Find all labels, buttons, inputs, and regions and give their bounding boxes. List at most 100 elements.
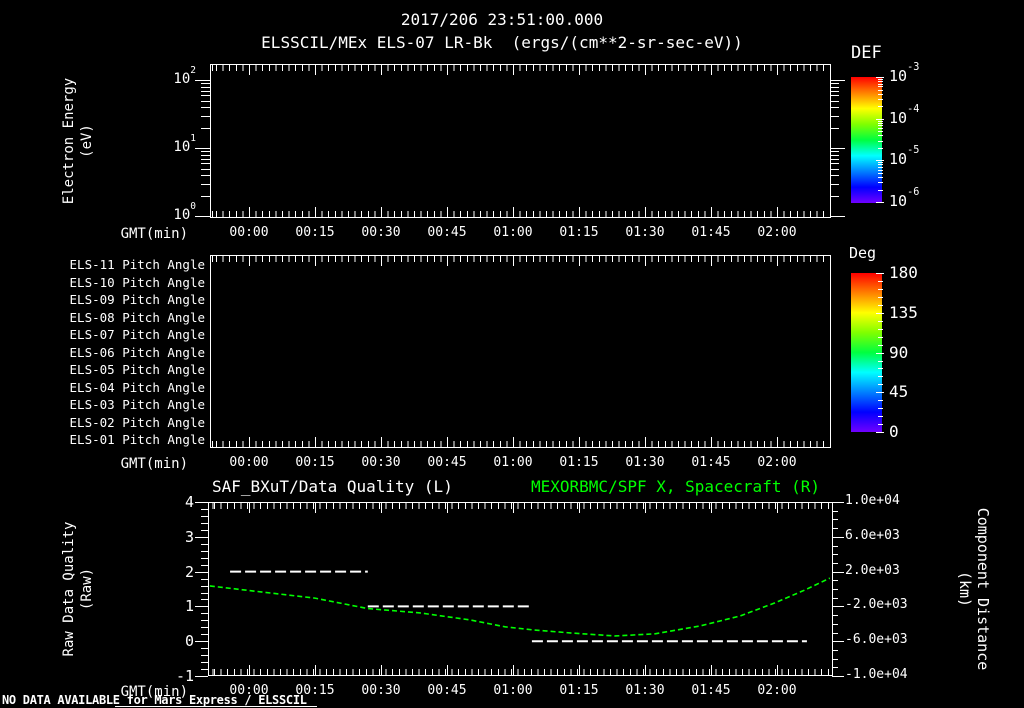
time-tick-label: 00:15 (295, 225, 335, 240)
pitch-row-label: ELS-10 Pitch Angle (69, 274, 205, 290)
axis-tick (579, 665, 580, 675)
axis-tick (830, 80, 845, 81)
deg-colorbar-tick-label: 90 (889, 342, 909, 362)
time-tick-label: 01:30 (625, 683, 665, 698)
def-colorbar-gradient (851, 77, 882, 203)
axis-tick (832, 606, 844, 608)
axis-tick (832, 580, 838, 582)
axis-tick (711, 65, 712, 75)
axis-tick (777, 207, 778, 217)
axis-tick (513, 503, 514, 513)
axis-tick (878, 182, 883, 184)
time-tick-label: 01:15 (559, 455, 599, 470)
axis-tick (201, 95, 210, 97)
axis-tick (830, 86, 839, 88)
axis-tick (878, 376, 883, 378)
pitch-angle-plot-area (210, 255, 831, 448)
axis-tick (830, 175, 839, 177)
axis-tick (832, 510, 838, 512)
axis-tick (832, 589, 838, 590)
quality-ytick-label: 1 (184, 597, 194, 616)
axis-tick (830, 90, 839, 92)
def-colorbar-tick-label-exp: -3 (907, 61, 920, 73)
axis-tick (195, 676, 208, 677)
axis-tick (832, 641, 844, 643)
axis-tick (878, 164, 883, 166)
def-colorbar-tick-label-exp: -5 (907, 145, 920, 157)
deg-colorbar-tick-label: 0 (889, 422, 899, 441)
axis-tick (201, 634, 208, 636)
axis-tick (832, 676, 844, 677)
axis-tick (195, 536, 208, 538)
time-tick-label: 00:30 (361, 683, 401, 698)
axis-tick (645, 665, 646, 675)
axis-tick (832, 519, 838, 521)
axis-tick (201, 529, 208, 531)
x-minor-ticks (211, 65, 829, 71)
axis-tick (830, 83, 839, 85)
axis-tick (878, 336, 883, 338)
axis-tick (201, 585, 208, 587)
axis-tick (381, 437, 382, 447)
axis-tick (777, 65, 778, 75)
pitch-row-label: ELS-07 Pitch Angle (69, 327, 205, 342)
axis-tick (201, 648, 208, 650)
energy-ytick-label-exp: 1 (190, 132, 196, 144)
def-colorbar-tick-label-exp: -6 (907, 186, 920, 198)
time-tick-label: 01:00 (493, 455, 533, 470)
no-data-message: NO DATA AVAILABLE for Mars Express / ELS… (2, 693, 307, 707)
axis-tick (195, 502, 208, 503)
axis-tick (381, 65, 382, 75)
pitch-row-label: ELS-09 Pitch Angle (69, 292, 205, 307)
time-tick-label: 01:15 (559, 225, 599, 240)
axis-tick (381, 665, 382, 675)
axis-tick (315, 207, 316, 217)
time-tick-label: 00:15 (295, 683, 335, 698)
axis-tick (711, 256, 712, 266)
axis-tick (878, 176, 883, 178)
raw-data-quality-axis-label-line2: (Raw) (79, 567, 95, 611)
axis-tick (830, 100, 839, 102)
axis-tick (447, 207, 448, 217)
axis-tick (201, 564, 208, 566)
axis-tick (830, 107, 839, 109)
axis-tick (878, 89, 883, 91)
axis-tick (830, 168, 839, 170)
axis-tick (645, 437, 646, 447)
distance-ytick-label: 1.0e+04 (845, 493, 900, 508)
quality-ytick-label: -1 (175, 667, 194, 685)
quality-ytick-label: 2 (184, 562, 194, 581)
axis-tick (832, 554, 838, 556)
x-minor-ticks (211, 256, 829, 262)
axis-tick (513, 65, 514, 75)
axis-tick (201, 662, 208, 664)
axis-tick (777, 503, 778, 513)
time-tick-label: 01:00 (493, 225, 533, 240)
axis-tick (447, 665, 448, 675)
axis-tick (830, 158, 839, 160)
axis-tick (876, 77, 884, 78)
axis-tick (832, 597, 838, 599)
electron-energy-plot-area (210, 64, 831, 218)
axis-tick (876, 392, 884, 394)
axis-tick (579, 437, 580, 447)
axis-tick (878, 83, 883, 85)
quality-series-title: SAF_BXuT/Data Quality (L) (212, 477, 453, 496)
axis-tick (832, 571, 844, 573)
axis-tick (878, 162, 883, 164)
component-distance-axis-label-line1: Component Distance (974, 507, 992, 671)
axis-tick (878, 189, 883, 191)
deg-colorbar-tick-label: 180 (889, 263, 918, 282)
electron-energy-axis-label-line2: (eV) (79, 124, 95, 158)
axis-tick (645, 65, 646, 75)
axis-tick (249, 437, 250, 447)
axis-tick (878, 86, 883, 88)
plot-datetime: 2017/206 23:51:00.000 (400, 10, 604, 29)
axis-tick (832, 528, 838, 530)
axis-tick (201, 86, 210, 88)
axis-tick (830, 154, 839, 156)
axis-tick (878, 296, 883, 298)
distance-ytick-label: -1.0e+04 (845, 667, 908, 682)
axis-tick (201, 543, 208, 545)
time-tick-label: 00:00 (229, 455, 269, 470)
